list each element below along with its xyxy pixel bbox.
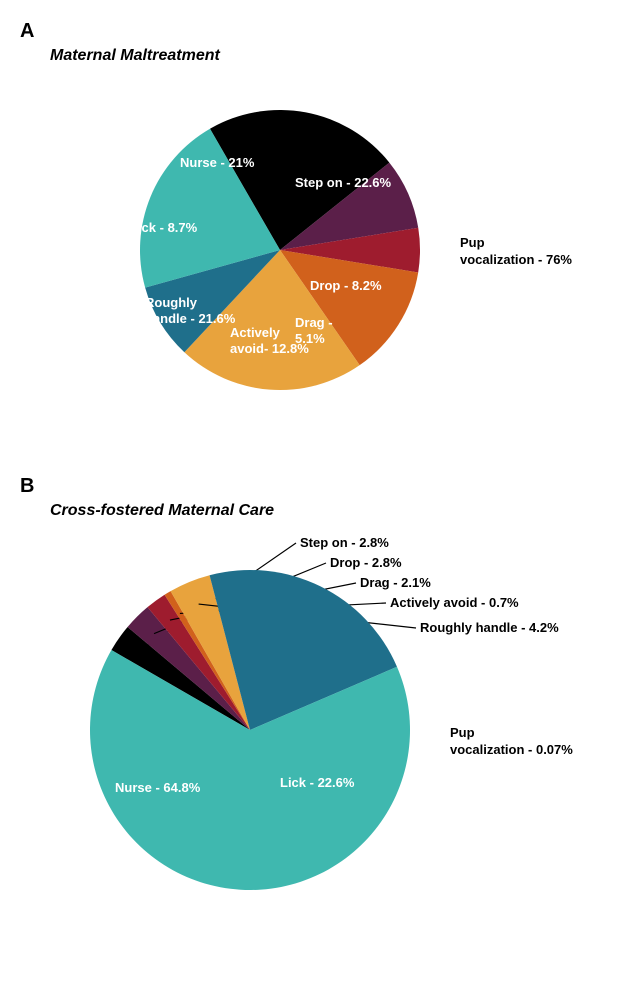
chart-b-area: Step on - 2.8% Drop - 2.8% Drag - 2.1% Acti… <box>20 530 615 930</box>
slice-callout-label: Actively avoid - 0.7% <box>390 595 519 611</box>
slice-callout-label: Step on - 2.8% <box>300 535 389 551</box>
panel-a-letter: A <box>20 20 615 43</box>
slice-label: Step on - 22.6% <box>295 175 391 191</box>
panel-b-title: Cross-fostered Maternal Care <box>50 502 615 520</box>
panel-a: A Maternal Maltreatment Step on - 22.6% D… <box>20 20 615 435</box>
chart-a-area: Step on - 22.6%Drop - 8.2%Drag - 5.1%Act… <box>20 75 615 435</box>
slice-label: Lick - 8.7% <box>130 220 197 236</box>
slice-callout-label: Drag - 2.1% <box>360 575 431 591</box>
slice-label: Roughly handle - 21.6% <box>145 295 235 326</box>
slice-callout-label: Roughly handle - 4.2% <box>420 620 559 636</box>
slice-label: Lick - 22.6% <box>280 775 354 791</box>
panel-b-letter: B <box>20 475 615 498</box>
slice-label: Nurse - 21% <box>180 155 254 171</box>
external-label: Pup vocalization - 0.07% <box>450 725 573 759</box>
panel-a-title: Maternal Maltreatment <box>50 47 615 65</box>
slice-label: Drop - 8.2% <box>310 278 382 294</box>
slice-callout-label: Drop - 2.8% <box>330 555 402 571</box>
external-label: Pup vocalization - 76% <box>460 235 572 269</box>
panel-b: B Cross-fostered Maternal Care Step on -… <box>20 475 615 930</box>
slice-label: Actively avoid- 12.8% <box>230 325 309 356</box>
slice-label: Nurse - 64.8% <box>115 780 200 796</box>
